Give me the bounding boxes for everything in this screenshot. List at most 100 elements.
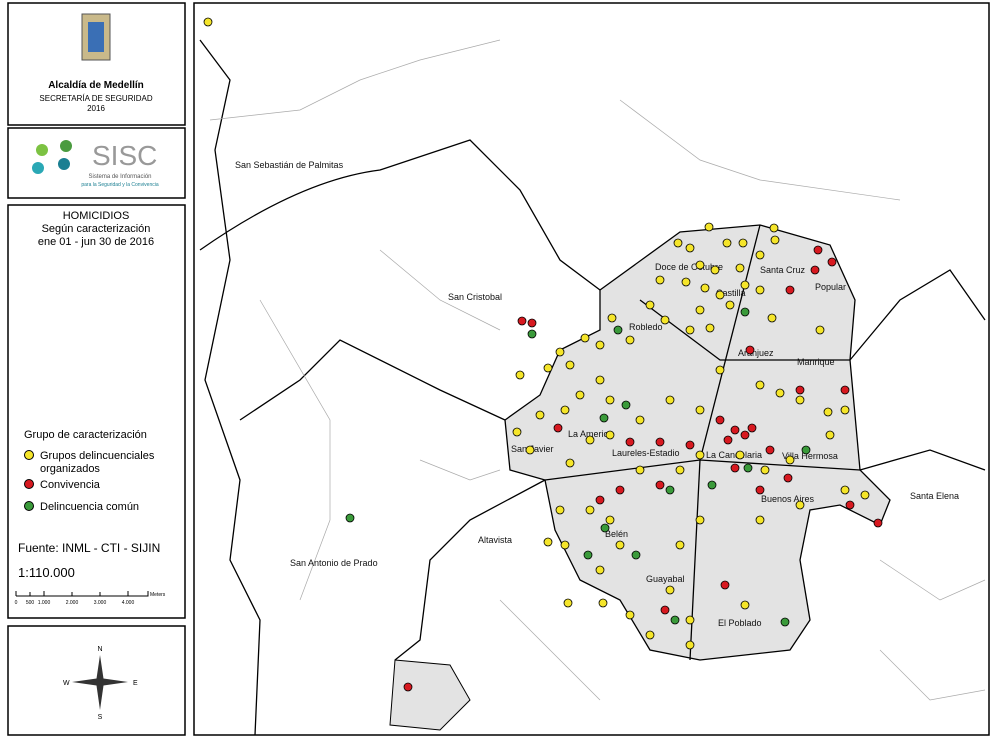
homicide-point [785,455,795,465]
homicide-point [755,485,765,495]
place-label: San Sebastián de Palmitas [235,160,344,170]
homicide-point [527,318,537,328]
homicide-point [543,537,553,547]
homicide-point [795,395,805,405]
homicide-point [695,260,705,270]
scale-bar: 0 500 1.000 2.000 3.000 4.000 Meters [15,591,166,606]
homicide-point [563,598,573,608]
homicide-point [704,222,714,232]
homicide-point [840,405,850,415]
place-label: San Cristobal [448,292,502,302]
scale-label: 0 [15,600,18,606]
homicide-point [735,263,745,273]
homicide-point [583,550,593,560]
homicide-point [607,313,617,323]
place-label: La Candelaria [706,450,762,460]
place-label: La America [568,429,613,439]
homicide-point [595,565,605,575]
homicide-point [685,440,695,450]
homicide-point [795,500,805,510]
homicide-point [681,277,691,287]
scale-bar-line [15,591,149,597]
homicide-point [625,335,635,345]
homicide-point [810,265,820,275]
homicide-point [770,235,780,245]
scale-label: 1.000 [38,600,51,606]
scale-label: 4.000 [122,600,135,606]
legend-swatch [24,479,34,489]
homicide-point [740,280,750,290]
homicide-point [769,223,779,233]
homicide-point [795,385,805,395]
scale-label: 2.000 [66,600,79,606]
homicide-point [860,490,870,500]
homicide-point [599,413,609,423]
homicide-point [743,463,753,473]
place-label: Altavista [478,535,512,545]
place-label: Laureles-Estadio [612,448,680,458]
homicide-point [767,313,777,323]
place-label: Santa Cruz [760,265,806,275]
homicide-point [740,430,750,440]
boundaries [199,39,986,736]
homicide-point [815,325,825,335]
place-label: Belén [605,529,628,539]
homicide-point [715,290,725,300]
map [199,39,986,736]
homicide-point [595,495,605,505]
homicide-point [605,395,615,405]
homicide-point [695,305,705,315]
homicide-point [580,333,590,343]
homicide-point [700,283,710,293]
homicide-point [645,300,655,310]
homicide-point [685,640,695,650]
homicide-point [755,515,765,525]
year: 2016 [87,104,105,113]
homicide-point [730,425,740,435]
homicide-point [755,285,765,295]
homicide-point [775,388,785,398]
homicide-point [660,315,670,325]
homicide-point [535,410,545,420]
homicide-point [527,329,537,339]
legend-title: HOMICIDIOS [63,210,130,222]
place-label: Aranjuez [738,348,774,358]
compass-needle [72,678,128,686]
urban-area [504,224,891,661]
homicide-point [715,415,725,425]
homicide-point [345,513,355,523]
homicide-point [621,400,631,410]
homicide-point [600,523,610,533]
place-label: Popular [815,282,846,292]
homicide-point [575,390,585,400]
compass-e: E [133,680,138,687]
homicide-point [747,423,757,433]
homicide-point [635,465,645,475]
homicide-point [595,375,605,385]
homicide-point [755,380,765,390]
homicide-point [595,340,605,350]
homicide-point [615,485,625,495]
homicide-point [695,515,705,525]
homicide-point [565,360,575,370]
place-label: San Antonio de Prado [290,558,378,568]
homicide-point [725,300,735,310]
homicide-point [823,407,833,417]
homicide-point [512,427,522,437]
institution: Alcaldía de Medellín [48,80,144,91]
logo-line: Sistema de Información [88,174,151,180]
legend-swatch [24,450,34,460]
scale: 1:110.000 [18,565,75,580]
homicide-point [605,515,615,525]
homicide-point [670,615,680,625]
scale-label: 500 [26,600,35,606]
homicide-point [565,458,575,468]
legend-subtitle: Según caracterización [42,223,151,235]
homicide-point [685,325,695,335]
logo-line: para la Seguridad y la Convivencia [81,182,158,188]
homicide-point [740,600,750,610]
homicide-point [745,345,755,355]
logo-dot [32,162,44,174]
legend-swatch [24,501,34,511]
